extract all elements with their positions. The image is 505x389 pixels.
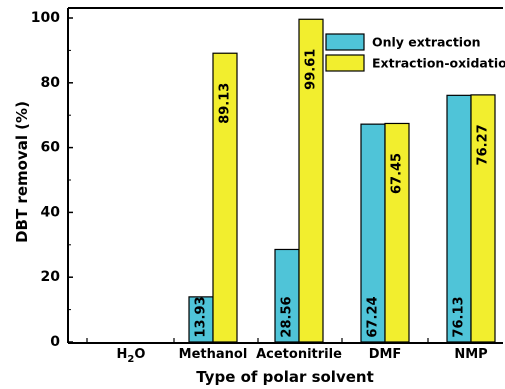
y-tick-label: 20 bbox=[41, 269, 61, 285]
bar-only-extraction-2 bbox=[274, 248, 300, 343]
legend-swatch-0 bbox=[325, 33, 365, 51]
legend-label: Extraction-oxidation bbox=[372, 56, 505, 71]
data-label: 99.61 bbox=[304, 49, 319, 90]
bar-extraction-oxidation-4 bbox=[470, 94, 496, 343]
bar-extraction-oxidation-2 bbox=[298, 18, 324, 343]
data-label: 13.93 bbox=[194, 296, 209, 337]
y-tick-label: 40 bbox=[41, 204, 61, 220]
data-label: 67.24 bbox=[366, 296, 381, 337]
y-tick-label: 0 bbox=[50, 334, 60, 350]
x-tick-label: Acetonitrile bbox=[256, 347, 342, 362]
x-tick-label: Methanol bbox=[179, 347, 248, 362]
y-tick-label: 80 bbox=[41, 75, 61, 91]
y-tick-label: 100 bbox=[31, 10, 60, 26]
data-label: 76.13 bbox=[452, 296, 467, 337]
y-axis-title: DBT removal (%) bbox=[13, 101, 31, 243]
x-tick-label: NMP bbox=[454, 347, 487, 362]
data-label: 89.13 bbox=[218, 83, 233, 124]
x-tick-label: DMF bbox=[369, 347, 402, 362]
data-label: 67.45 bbox=[390, 153, 405, 194]
x-tick-label: H2O bbox=[117, 347, 146, 365]
y-tick-label: 60 bbox=[41, 140, 61, 156]
data-label: 28.56 bbox=[280, 296, 295, 337]
legend-label: Only extraction bbox=[372, 35, 481, 50]
data-label: 76.27 bbox=[476, 124, 491, 165]
x-axis-title: Type of polar solvent bbox=[196, 368, 374, 386]
legend-swatch-1 bbox=[325, 54, 365, 72]
